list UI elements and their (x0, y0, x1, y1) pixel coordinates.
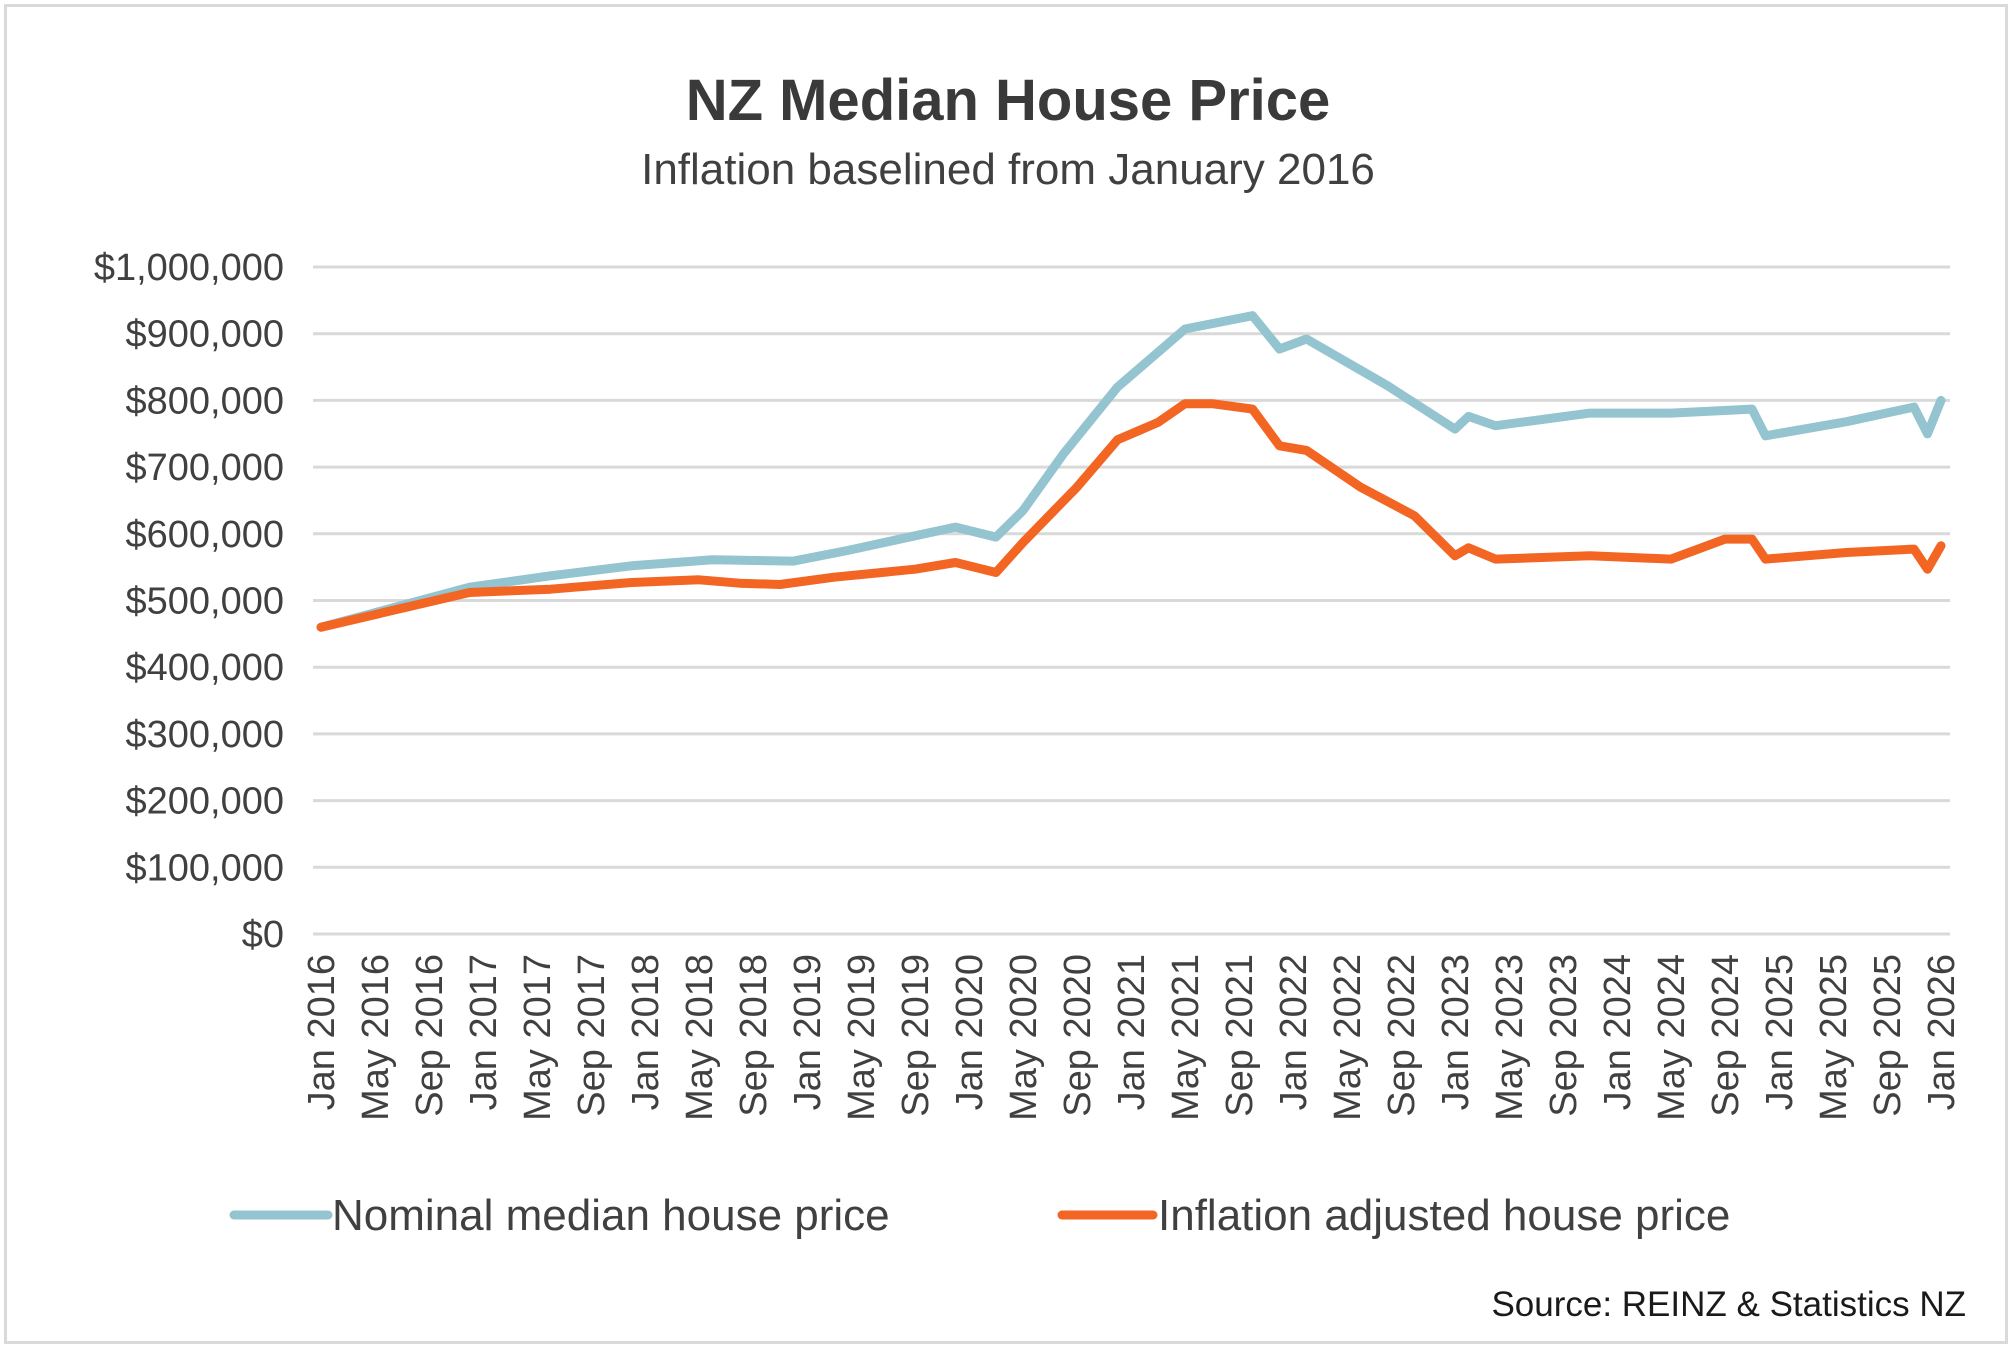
series-line-inflation-adjusted (316, 399, 1946, 632)
y-tick-label: $600,000 (126, 514, 285, 556)
x-tick-label: Sep 2018 (733, 954, 775, 1117)
x-tick-label: Sep 2024 (1705, 954, 1747, 1117)
x-tick-label: May 2025 (1813, 954, 1855, 1121)
y-tick-label: $800,000 (126, 380, 285, 422)
y-axis-ticks: $0 $100,000 $200,000 $300,000 $400,000 $500,0… (94, 247, 284, 956)
x-tick-label: Jan 2016 (301, 954, 343, 1110)
x-tick-label: May 2022 (1327, 954, 1369, 1121)
x-tick-label: Jan 2023 (1435, 954, 1477, 1110)
y-tick-label: $1,000,000 (94, 247, 284, 289)
y-tick-label: $0 (242, 914, 284, 956)
source-note: Source: REINZ & Statistics NZ (1491, 1285, 1966, 1324)
x-tick-label: Sep 2021 (1219, 954, 1261, 1117)
y-tick-label: $900,000 (126, 314, 285, 356)
x-tick-label: Jan 2022 (1273, 954, 1315, 1110)
x-tick-label: May 2023 (1489, 954, 1531, 1121)
series-line-nominal (316, 311, 1946, 632)
y-tick-label: $200,000 (126, 781, 285, 823)
x-axis-ticks: Jan 2016 May 2016 Sep 2016 Jan 2017 May 2017… (301, 954, 1963, 1121)
chart-subtitle: Inflation baselined from January 2016 (641, 145, 1375, 194)
gridlines (313, 265, 1950, 936)
x-tick-label: May 2024 (1651, 954, 1693, 1121)
x-tick-label: Sep 2017 (571, 954, 613, 1117)
x-tick-label: May 2017 (517, 954, 559, 1121)
chart-frame: NZ Median House Price Inflation baseline… (4, 4, 2008, 1344)
x-tick-label: May 2016 (355, 954, 397, 1121)
y-tick-label: $300,000 (126, 714, 285, 756)
y-tick-label: $400,000 (126, 647, 285, 689)
x-tick-label: May 2019 (841, 954, 883, 1121)
x-tick-label: Sep 2023 (1543, 954, 1585, 1117)
legend: Nominal median house price Inflation adj… (229, 1191, 1730, 1240)
x-tick-label: Sep 2016 (409, 954, 451, 1117)
x-tick-label: Jan 2020 (949, 954, 991, 1110)
legend-label-nominal: Nominal median house price (332, 1191, 890, 1240)
x-tick-label: Sep 2019 (895, 954, 937, 1117)
x-tick-label: Jan 2025 (1759, 954, 1801, 1110)
x-tick-label: Jan 2018 (625, 954, 667, 1110)
chart-title: NZ Median House Price (686, 68, 1331, 133)
series-lines (316, 311, 1946, 632)
x-tick-label: Jan 2026 (1921, 954, 1963, 1110)
y-tick-label: $700,000 (126, 447, 285, 489)
y-tick-label: $100,000 (126, 847, 285, 889)
x-tick-label: Sep 2025 (1867, 954, 1909, 1117)
x-tick-label: May 2020 (1003, 954, 1045, 1121)
x-tick-label: May 2021 (1165, 954, 1207, 1121)
y-tick-label: $500,000 (126, 581, 285, 623)
x-tick-label: Sep 2022 (1381, 954, 1423, 1117)
x-tick-label: Jan 2024 (1597, 954, 1639, 1110)
x-tick-label: Jan 2019 (787, 954, 829, 1110)
x-tick-label: May 2018 (679, 954, 721, 1121)
legend-label-inflation: Inflation adjusted house price (1158, 1191, 1730, 1240)
x-tick-label: Sep 2020 (1057, 954, 1099, 1117)
x-tick-label: Jan 2017 (463, 954, 505, 1110)
x-tick-label: Jan 2021 (1111, 954, 1153, 1110)
